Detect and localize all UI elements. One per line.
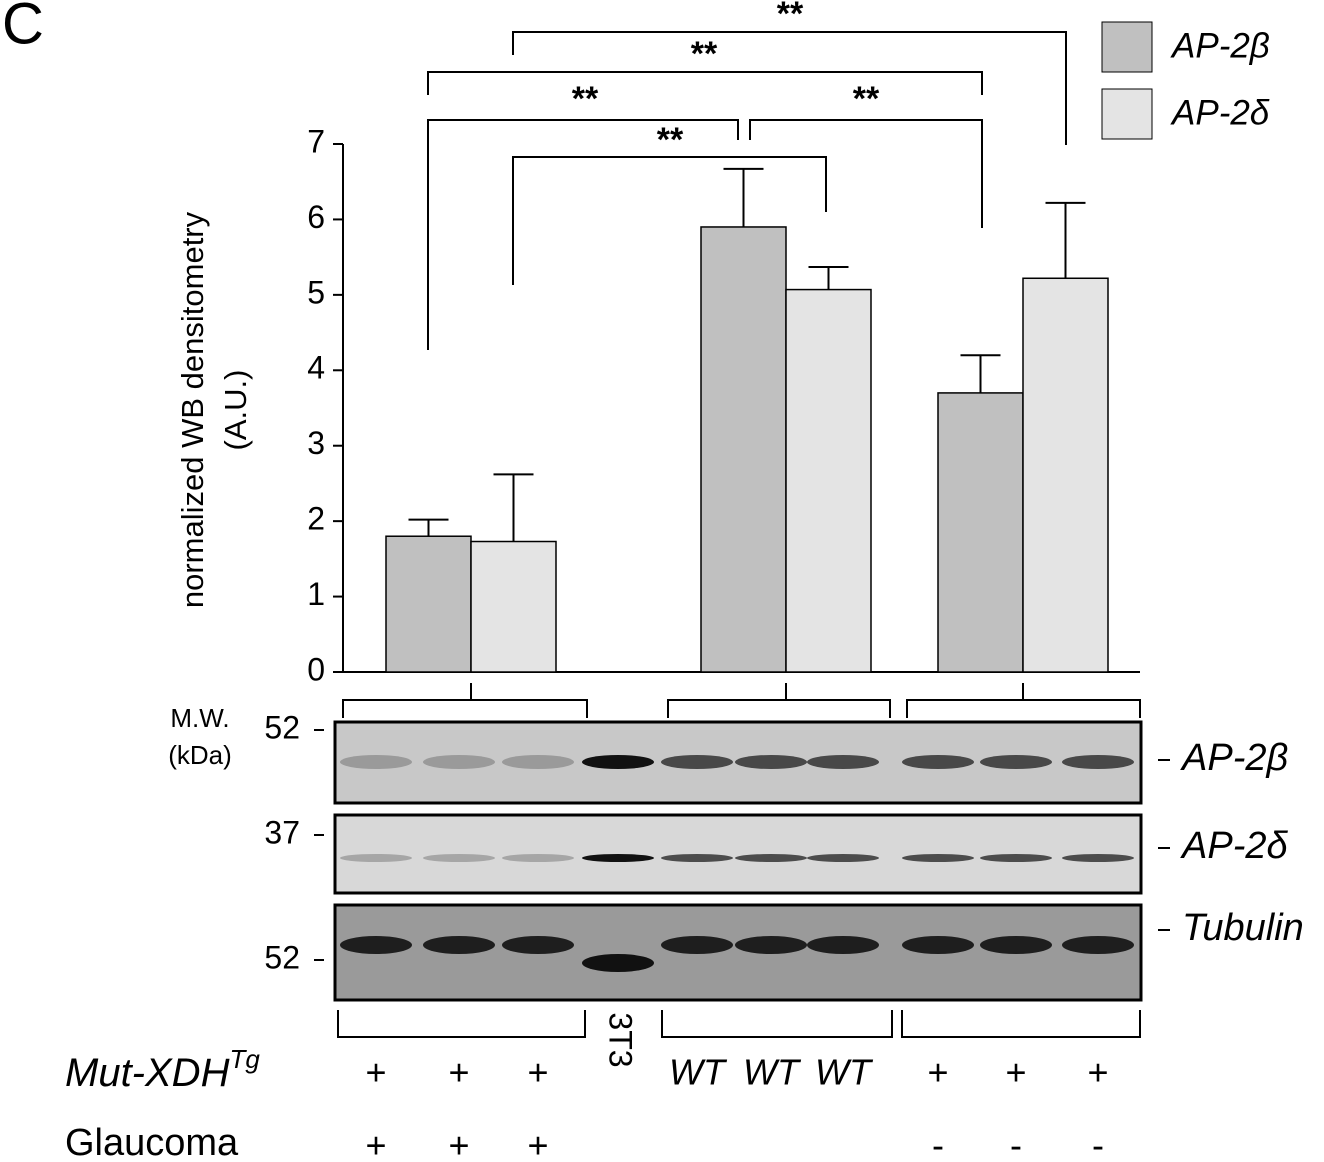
band-label: Tubulin <box>1182 907 1304 949</box>
lane-value: + <box>1005 1052 1026 1093</box>
lane-value: WT <box>815 1052 874 1093</box>
row-label-sup: Tg <box>229 1044 260 1074</box>
blot-band <box>1062 755 1134 769</box>
y-tick-label: 4 <box>307 350 325 386</box>
blot-band <box>423 755 495 769</box>
band-label: AP-2δ <box>1180 825 1288 867</box>
blot-band <box>902 936 974 954</box>
blot-band <box>340 936 412 954</box>
significance-label: ** <box>657 121 684 159</box>
y-tick-label: 1 <box>307 576 325 612</box>
blot-band <box>502 854 574 862</box>
blot-band <box>807 936 879 954</box>
legend-swatch <box>1101 88 1153 140</box>
blot-band <box>1062 854 1134 862</box>
lane-value: + <box>1087 1052 1108 1093</box>
significance-bracket <box>512 31 1067 145</box>
y-tick-label: 5 <box>307 274 325 310</box>
bar <box>470 540 557 673</box>
blot-panel <box>333 813 1143 895</box>
blot-band <box>340 854 412 862</box>
group-bracket <box>337 1010 586 1038</box>
group-bracket <box>667 683 891 718</box>
blot-band <box>735 854 807 862</box>
legend-label: AP-2δ <box>1170 93 1270 132</box>
bar <box>1022 277 1109 673</box>
legend-swatch <box>1101 21 1153 73</box>
lane-value: + <box>448 1125 469 1162</box>
significance-bracket <box>427 119 739 350</box>
row-label: Glaucoma <box>65 1122 239 1162</box>
control-lane: 3T3 <box>603 1012 639 1067</box>
group-bracket <box>342 683 588 718</box>
significance-label: ** <box>777 0 804 33</box>
significance-label: ** <box>691 35 718 73</box>
lane-value: + <box>527 1052 548 1093</box>
blot-band <box>902 854 974 862</box>
significance-label: ** <box>853 80 880 118</box>
blot-band <box>582 755 654 769</box>
significance-bracket <box>749 119 983 228</box>
blot-band <box>661 854 733 862</box>
lane-value: - <box>932 1125 944 1162</box>
band-label: AP-2β <box>1180 737 1288 779</box>
mw-label: M.W. <box>170 703 229 733</box>
panel-label: C <box>2 0 44 56</box>
lane-value: + <box>448 1052 469 1093</box>
mw-marker: 52 <box>264 709 300 745</box>
y-tick-label: 3 <box>307 425 325 461</box>
y-tick-label: 2 <box>307 501 325 537</box>
blot-band <box>340 755 412 769</box>
mw-marker: 52 <box>264 939 300 975</box>
blot-band <box>661 936 733 954</box>
legend-label: AP-2β <box>1170 26 1270 65</box>
blot-band <box>735 936 807 954</box>
blot-band <box>980 936 1052 954</box>
lane-value: + <box>365 1052 386 1093</box>
blot-band <box>423 936 495 954</box>
blot-band <box>661 755 733 769</box>
lane-value: - <box>1010 1125 1022 1162</box>
y-tick-label: 6 <box>307 199 325 235</box>
bar <box>385 535 472 673</box>
y-label-line: normalized WB densitometry <box>175 211 210 608</box>
significance-label: ** <box>572 80 599 118</box>
y-tick-label: 7 <box>307 123 325 159</box>
group-bracket <box>901 1010 1141 1038</box>
lane-value: + <box>527 1125 548 1162</box>
blot-band <box>980 854 1052 862</box>
lane-value: + <box>927 1052 948 1093</box>
y-label-line: (A.U.) <box>218 370 253 451</box>
blot-band <box>807 854 879 862</box>
lane-value: - <box>1092 1125 1104 1162</box>
blot-band <box>582 854 654 862</box>
y-tick-label: 0 <box>307 651 325 687</box>
lane-value: WT <box>669 1052 728 1093</box>
mw-marker: 37 <box>264 814 300 850</box>
group-bracket <box>661 1010 893 1038</box>
group-bracket <box>906 683 1141 718</box>
blot-band <box>502 936 574 954</box>
blot-band <box>902 755 974 769</box>
bar <box>785 288 872 673</box>
y-label: normalized WB densitometry (A.U.) <box>175 211 253 608</box>
blot-band <box>807 755 879 769</box>
blot-band <box>1062 936 1134 954</box>
mw-label: (kDa) <box>168 740 232 770</box>
significance-bracket <box>427 71 983 95</box>
blot-band <box>502 755 574 769</box>
blot-band <box>582 954 654 972</box>
lane-value: + <box>365 1125 386 1162</box>
significance-bracket <box>512 156 827 285</box>
row-label-text: Mut-XDH <box>65 1051 230 1095</box>
bar <box>937 392 1024 673</box>
bar <box>700 226 787 673</box>
blot-band <box>423 854 495 862</box>
row-label: Mut-XDHTg <box>65 1044 260 1095</box>
lane-value: WT <box>743 1052 802 1093</box>
blot-band <box>980 755 1052 769</box>
blot-band <box>735 755 807 769</box>
